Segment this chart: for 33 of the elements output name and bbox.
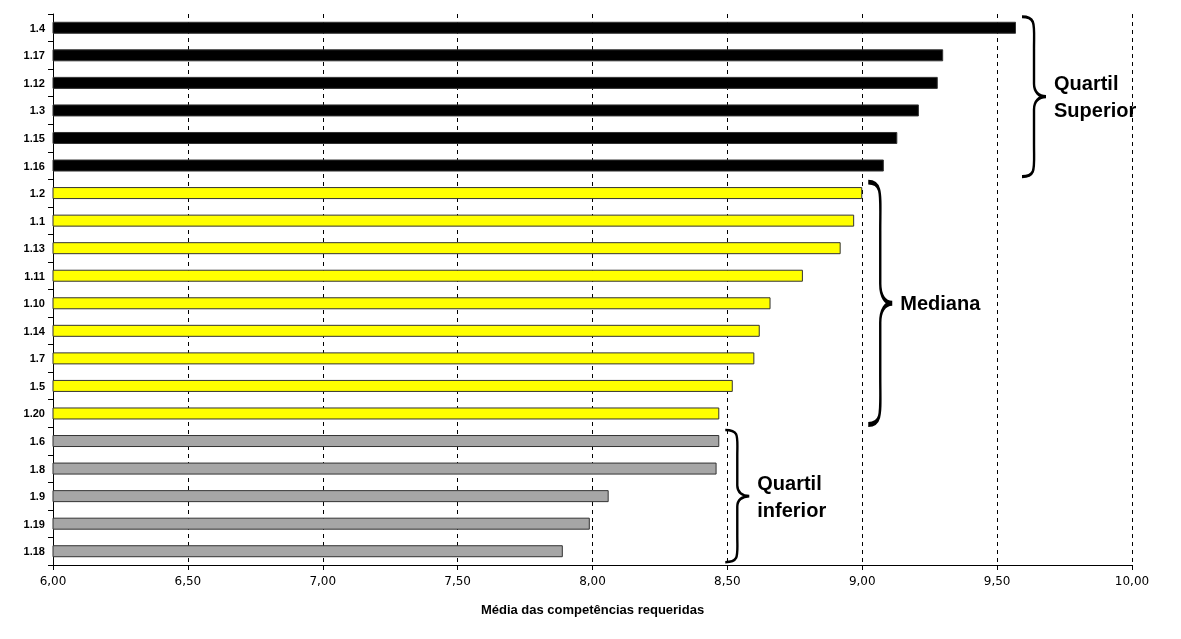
y-tick-label: 1.16: [23, 159, 45, 172]
x-tick-label: 8,00: [579, 574, 606, 588]
y-tick-label: 1.12: [23, 76, 45, 89]
y-tick-label: 1.9: [29, 490, 45, 503]
y-tick-label: 1.14: [23, 324, 46, 337]
y-tick-label: 1.13: [23, 242, 45, 255]
y-tick-label: 1.15: [23, 131, 45, 144]
y-tick-label: 1.3: [29, 104, 45, 117]
y-tick-label: 1.8: [29, 462, 45, 475]
y-tick-label: 1.17: [23, 49, 45, 62]
y-tick-label: 1.10: [23, 297, 45, 310]
x-tick-label: 10,00: [1114, 574, 1150, 588]
y-tick-label: 1.7: [29, 352, 45, 365]
annotation: Quartil Superior: [1054, 72, 1137, 122]
y-tick-label: 1.2: [29, 187, 45, 200]
y-tick-label: 1.19: [23, 517, 45, 530]
x-tick-label: 8,50: [714, 574, 741, 588]
y-tick-label: 1.1: [29, 214, 45, 227]
x-tick-label: 6,50: [174, 574, 202, 588]
x-axis-title: Média das competências requeridas: [480, 602, 705, 617]
y-tick-label: 1.20: [23, 407, 45, 420]
x-tick-label: 7,00: [309, 574, 337, 588]
y-tick-label: 1.5: [29, 379, 45, 392]
y-tick-label: 1.6: [29, 435, 45, 448]
x-tick-label: 6,00: [39, 574, 67, 588]
x-tick-label: 9,00: [848, 574, 876, 588]
x-tick-label: 9,50: [983, 574, 1011, 588]
y-tick-label: 1.11: [24, 269, 45, 282]
annotation: Quartil inferior: [757, 471, 827, 521]
y-tick-label: 1.4: [29, 21, 46, 34]
y-tick-label: 1.18: [23, 545, 45, 558]
annotation: Mediana: [900, 292, 982, 315]
x-tick-label: 7,50: [444, 574, 471, 588]
